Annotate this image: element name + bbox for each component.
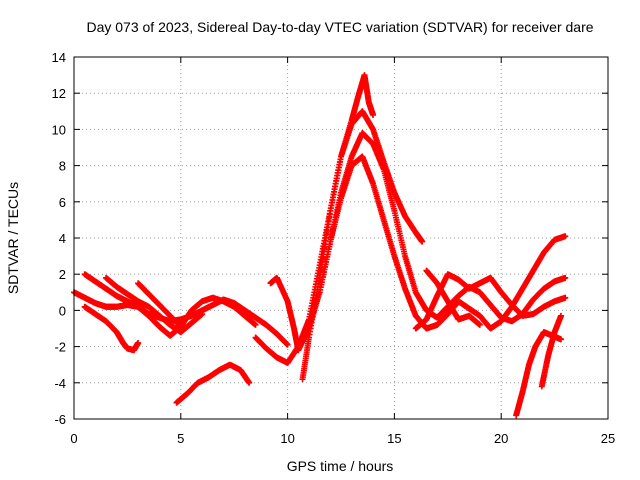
chart-title: Day 073 of 2023, Sidereal Day-to-day VTE… <box>86 19 593 35</box>
data-point <box>562 233 569 240</box>
series-arc-12 <box>423 267 483 328</box>
y-tick-label: 14 <box>52 50 66 65</box>
data-point <box>558 336 565 343</box>
data-point <box>135 339 142 346</box>
data-point <box>419 238 426 245</box>
plot-area <box>71 72 569 419</box>
y-tick-label: 0 <box>59 303 66 318</box>
y-tick-label: 10 <box>52 122 66 137</box>
y-tick-label: 8 <box>59 159 66 174</box>
y-tick-label: 6 <box>59 195 66 210</box>
y-tick-label: -4 <box>54 376 66 391</box>
data-point <box>246 379 253 386</box>
series-arc-4 <box>135 280 184 330</box>
y-tick-label: 2 <box>59 267 66 282</box>
series-arc-5 <box>81 303 142 354</box>
data-point <box>284 341 291 348</box>
y-tick-label: 4 <box>59 231 66 246</box>
x-tick-label: 0 <box>70 431 77 446</box>
x-tick-label: 25 <box>601 431 615 446</box>
data-point <box>252 321 259 328</box>
x-axis-label: GPS time / hours <box>287 458 394 474</box>
ticks: 0 5 10 15 20 25 -6 -4 -2 0 2 4 6 8 10 12 14 <box>52 50 616 446</box>
series-arc-6 <box>173 361 253 406</box>
x-tick-label: 20 <box>494 431 508 446</box>
series-arc-14 <box>538 312 565 390</box>
series-arc-13 <box>513 329 565 419</box>
y-axis-label: SDTVAR / TECUs <box>5 182 21 294</box>
data-point <box>562 274 569 281</box>
y-tick-label: -2 <box>54 340 66 355</box>
data-point <box>177 323 184 330</box>
x-tick-label: 5 <box>177 431 184 446</box>
x-tick-label: 15 <box>387 431 401 446</box>
y-tick-label: 12 <box>52 86 66 101</box>
data-point <box>558 312 565 319</box>
series-arc-7 <box>252 108 426 366</box>
series-arc-3 <box>103 274 206 336</box>
series-arc-8 <box>299 72 377 383</box>
data-point <box>199 311 206 318</box>
y-tick-label: -6 <box>54 412 66 427</box>
x-tick-label: 10 <box>280 431 294 446</box>
data-point <box>476 321 483 328</box>
series-arc-11 <box>412 271 569 332</box>
data-point <box>562 294 569 301</box>
data-point <box>370 111 377 118</box>
